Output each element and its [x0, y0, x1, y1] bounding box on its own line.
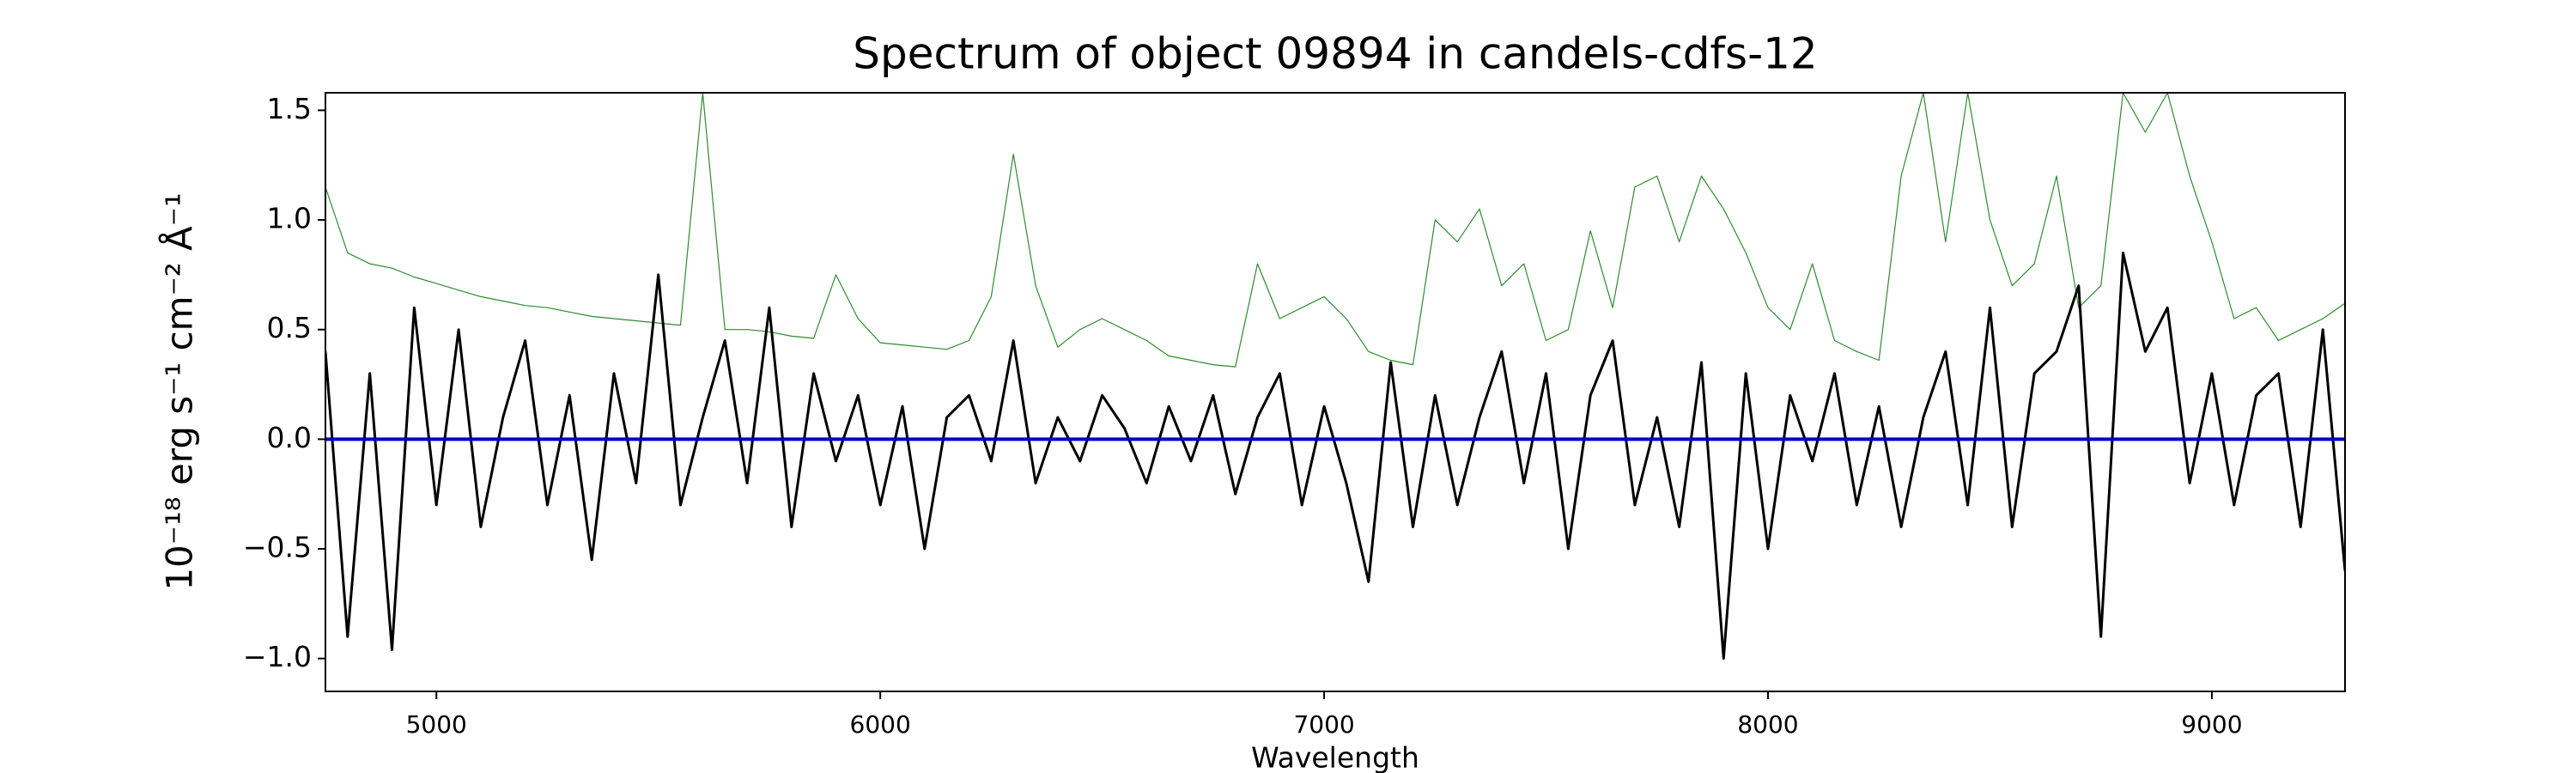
plot-lines — [325, 93, 2345, 660]
spectrum-line — [325, 251, 2345, 660]
x-tick-label: 9000 — [2181, 710, 2242, 739]
x-tick-label: 8000 — [1737, 710, 1798, 739]
y-tick-label: 0.5 — [267, 311, 312, 344]
x-axis-label: Wavelength — [1251, 741, 1419, 773]
y-tick-label: 1.0 — [267, 202, 312, 235]
y-tick-label: −1.0 — [243, 640, 312, 673]
spectrum-line — [325, 93, 2345, 368]
y-axis-label: 10⁻¹⁸ erg s⁻¹ cm⁻² Å⁻¹ — [158, 192, 201, 590]
plot-frame — [325, 92, 2346, 692]
y-tick-label: 0.0 — [267, 421, 312, 454]
y-tick-label: −0.5 — [243, 531, 312, 564]
y-tick-label: 1.5 — [267, 92, 312, 125]
x-tick-label: 7000 — [1293, 710, 1354, 739]
chart-title: Spectrum of object 09894 in candels-cdfs… — [853, 29, 1818, 79]
x-tick-label: 5000 — [406, 710, 467, 739]
x-tick-label: 6000 — [850, 710, 911, 739]
